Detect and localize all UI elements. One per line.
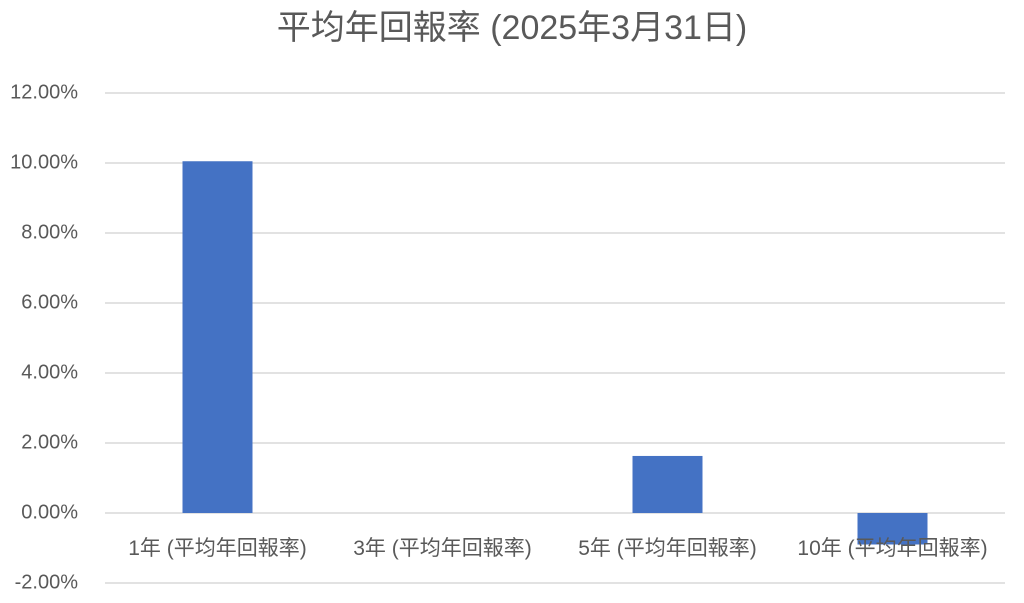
- x-tick-label: 5年 (平均年回報率): [578, 537, 757, 560]
- y-tick-label: -2.00%: [15, 571, 79, 593]
- y-tick-label: 10.00%: [10, 151, 78, 173]
- bar: [632, 455, 703, 513]
- y-tick-label: 8.00%: [21, 221, 78, 243]
- chart-title: 平均年回報率 (2025年3月31日): [277, 9, 747, 47]
- x-tick-label: 3年 (平均年回報率): [353, 537, 532, 560]
- y-tick-label: 0.00%: [21, 501, 78, 523]
- y-tick-label: 4.00%: [21, 361, 78, 383]
- x-tick-label: 1年 (平均年回報率): [128, 537, 307, 560]
- y-tick-label: 2.00%: [21, 431, 78, 453]
- bar: [857, 513, 928, 545]
- bar: [182, 161, 253, 513]
- x-tick-label: 10年 (平均年回報率): [797, 537, 988, 560]
- y-tick-label: 6.00%: [21, 291, 78, 313]
- y-tick-label: 12.00%: [10, 81, 78, 103]
